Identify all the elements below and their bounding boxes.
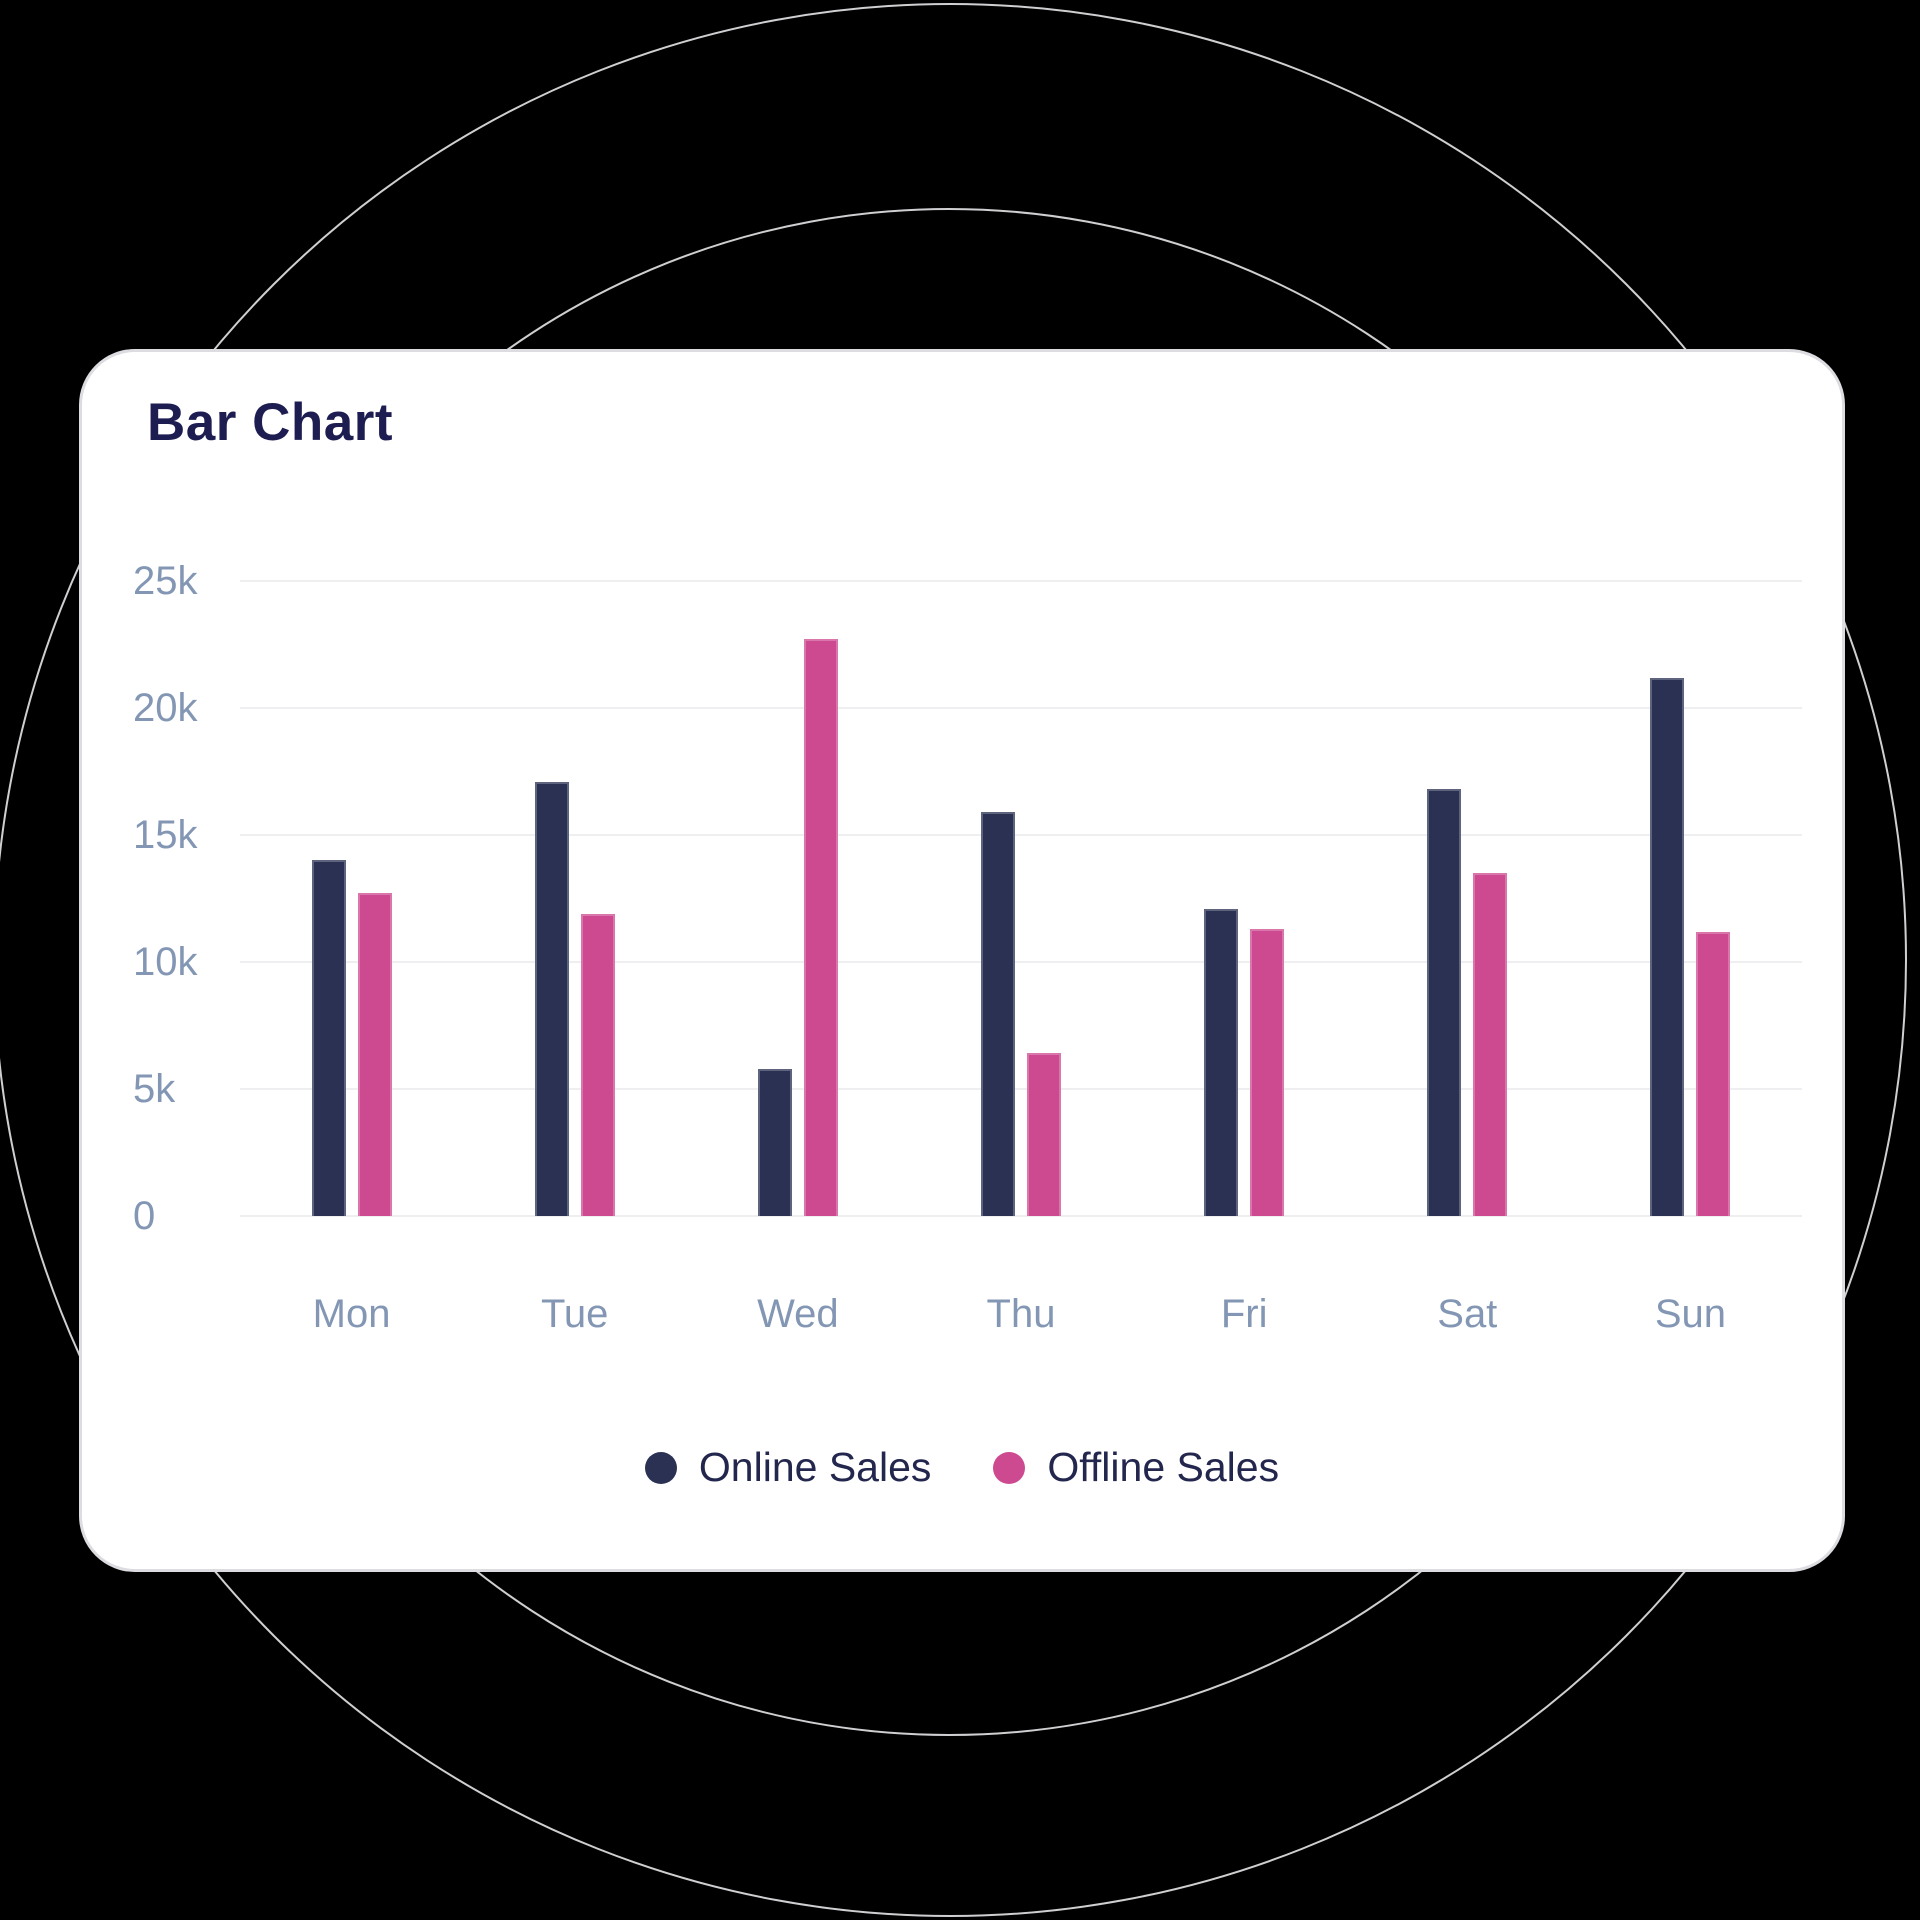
x-tick-label-mon: Mon bbox=[312, 1292, 391, 1336]
legend-label: Online Sales bbox=[698, 1444, 932, 1490]
gridline-5k bbox=[240, 1088, 1802, 1090]
legend-label: Offline Sales bbox=[1047, 1444, 1280, 1490]
bar-thu-offline-sales[interactable] bbox=[1027, 1053, 1061, 1216]
legend-dot-offline-sales bbox=[993, 1451, 1026, 1484]
bar-tue-online-sales[interactable] bbox=[534, 781, 569, 1216]
legend-item-offline-sales[interactable]: Offline Sales bbox=[993, 1444, 1279, 1491]
x-tick-label-sun: Sun bbox=[1654, 1292, 1727, 1336]
bar-mon-offline-sales[interactable] bbox=[357, 893, 392, 1216]
legend-item-online-sales[interactable]: Online Sales bbox=[644, 1444, 932, 1491]
bar-fri-offline-sales[interactable] bbox=[1250, 928, 1285, 1216]
gridline-10k bbox=[240, 961, 1802, 963]
bar-thu-online-sales[interactable] bbox=[981, 812, 1015, 1216]
gridline-25k bbox=[240, 580, 1802, 582]
x-tick-label-fri: Fri bbox=[1220, 1292, 1268, 1336]
bar-wed-online-sales[interactable] bbox=[757, 1068, 792, 1216]
gridline-20k bbox=[240, 707, 1802, 709]
y-tick-label-20k: 20k bbox=[133, 686, 198, 730]
y-tick-label-25k: 25k bbox=[133, 559, 198, 603]
bar-fri-online-sales[interactable] bbox=[1204, 908, 1239, 1216]
bar-sat-offline-sales[interactable] bbox=[1473, 873, 1508, 1216]
x-tick-label-wed: Wed bbox=[757, 1292, 839, 1336]
chart-card: Bar Chart 25k 20k 15k 10k 5k 0 Mon Tue Wed Thu Fr… bbox=[79, 349, 1845, 1572]
x-tick-label-tue: Tue bbox=[540, 1292, 609, 1336]
y-tick-label-0: 0 bbox=[133, 1194, 156, 1238]
bar-sat-online-sales[interactable] bbox=[1427, 789, 1462, 1216]
gridline-0 bbox=[240, 1215, 1802, 1217]
bar-sun-online-sales[interactable] bbox=[1650, 677, 1685, 1216]
x-tick-label-sat: Sat bbox=[1437, 1292, 1498, 1336]
plot-area bbox=[240, 580, 1802, 1217]
legend-dot-online-sales bbox=[644, 1451, 677, 1484]
bar-mon-online-sales[interactable] bbox=[311, 860, 346, 1216]
decorative-circle-outer bbox=[0, 3, 1907, 1917]
y-tick-label-15k: 15k bbox=[133, 813, 198, 857]
legend: Online Sales Offline Sales bbox=[82, 1444, 1842, 1491]
chart-title: Bar Chart bbox=[147, 393, 394, 452]
bar-tue-offline-sales[interactable] bbox=[580, 913, 615, 1216]
bar-sun-offline-sales[interactable] bbox=[1696, 931, 1731, 1216]
bar-wed-offline-sales[interactable] bbox=[803, 639, 838, 1216]
x-tick-label-thu: Thu bbox=[986, 1292, 1056, 1336]
y-tick-label-5k: 5k bbox=[133, 1067, 176, 1111]
gridline-15k bbox=[240, 834, 1802, 836]
y-tick-label-10k: 10k bbox=[133, 940, 198, 984]
